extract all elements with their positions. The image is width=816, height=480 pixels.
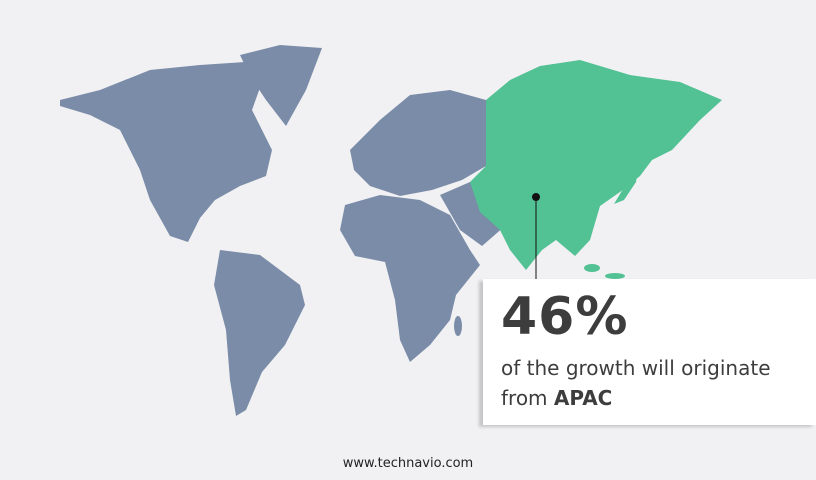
africa xyxy=(340,195,480,362)
apac-islands xyxy=(584,264,600,272)
callout-pointer-dot xyxy=(532,193,540,201)
apac-region xyxy=(470,60,722,270)
north-america xyxy=(60,62,272,242)
south-america xyxy=(214,250,305,416)
greenland xyxy=(240,45,322,126)
growth-percent: 46% xyxy=(501,287,629,347)
callout-description: of the growth will originate from APAC xyxy=(501,353,771,413)
madagascar xyxy=(454,316,462,336)
footer-url: www.technavio.com xyxy=(342,456,474,471)
stat-callout: 46% of the growth will originate from AP… xyxy=(483,279,816,425)
callout-text: of the growth will originate xyxy=(501,356,771,380)
europe xyxy=(350,90,486,196)
callout-text2: from xyxy=(501,386,548,410)
callout-region: APAC xyxy=(553,386,613,410)
apac-islands xyxy=(605,273,625,279)
japan xyxy=(614,150,640,204)
